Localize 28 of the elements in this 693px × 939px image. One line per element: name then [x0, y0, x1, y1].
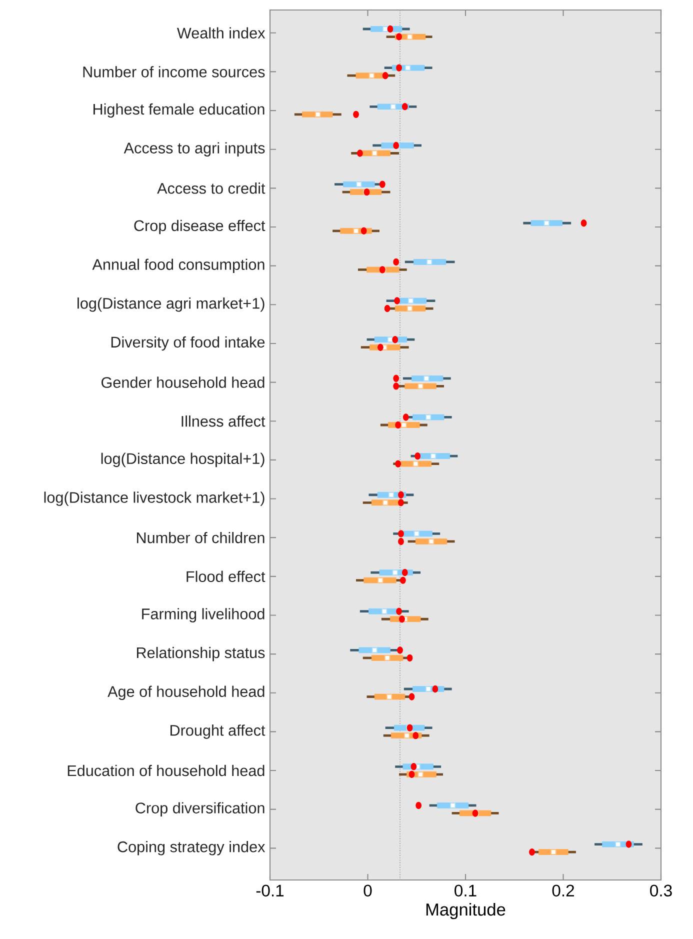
x-tick-label: 0.3 [650, 884, 672, 897]
y-tick-label: Crop disease effect [134, 220, 266, 234]
y-tick-label: Relationship status [136, 646, 265, 662]
y-tick-label: Crop diversification [136, 802, 264, 816]
y-tick-label: Gender household head [102, 376, 264, 388]
y-tick-label: Access to credit [157, 182, 266, 194]
x-axis-title: Magnitude [426, 902, 506, 920]
y-tick-label: Access to agri inputs [124, 142, 265, 157]
y-tick-label: Annual food consumption [92, 258, 264, 273]
y-tick-label: Illness affect [182, 415, 266, 427]
y-tick-label: Diversity of food intake [111, 336, 265, 351]
x-tick-label: 0 [364, 884, 372, 897]
y-tick-label: Wealth index [176, 27, 266, 39]
y-tick-label: Highest female education [94, 103, 264, 118]
y-tick-label: Number of children [137, 532, 264, 544]
y-tick-label: Flood effect [186, 570, 266, 582]
y-tick-label: Coping strategy index [118, 841, 266, 856]
y-tick-label: Farming livelihood [142, 608, 264, 622]
y-tick-label: log(Distance agri market+1) [78, 298, 264, 312]
y-tick-label: log(Distance livestock market+1) [44, 492, 264, 506]
x-tick-label: 0.2 [552, 884, 574, 897]
y-tick-label: Age of household head [108, 686, 264, 700]
x-tick-label: -0.1 [256, 884, 284, 897]
y-tick-label: Education of household head [68, 764, 264, 776]
y-tick-label: Number of income sources [83, 66, 265, 78]
y-tick-label: Drought affect [170, 724, 266, 739]
y-tick-label: log(Distance hospital+1) [101, 452, 264, 468]
x-tick-label: 0.1 [454, 884, 476, 897]
